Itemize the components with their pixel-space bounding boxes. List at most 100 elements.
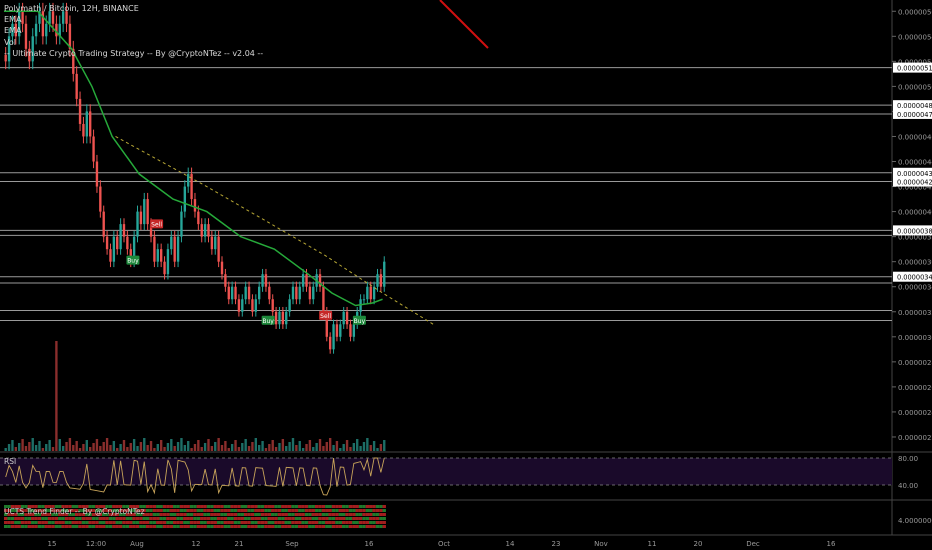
trend-stripe: [68, 525, 72, 528]
trend-stripe: [81, 505, 86, 508]
trend-stripe: [91, 509, 96, 512]
trend-stripe: [335, 509, 339, 512]
trend-stripe: [375, 505, 380, 508]
trend-stripe: [331, 525, 336, 528]
candle-body: [210, 236, 214, 250]
trend-stripe: [98, 509, 103, 512]
volume-bar: [7, 444, 11, 451]
trend-stripe: [27, 509, 32, 512]
trend-stripe: [243, 517, 248, 520]
candle-body: [109, 249, 112, 262]
trend-stripe: [85, 509, 89, 512]
trend-stripe: [129, 513, 133, 516]
trend-stripe: [335, 521, 339, 524]
trend-stripe: [142, 505, 146, 508]
ema-fast-line: [439, 0, 489, 49]
trend-stripe: [152, 521, 157, 524]
trend-stripe: [325, 513, 329, 516]
trend-stripe: [382, 525, 386, 528]
trend-stripe: [108, 521, 113, 524]
trend-stripe: [298, 509, 302, 512]
trend-stripe: [95, 517, 99, 520]
trend-stripe: [274, 513, 278, 516]
trend-stripe: [88, 513, 92, 516]
trend-stripe: [54, 509, 59, 512]
trend-stripe: [47, 521, 52, 524]
trend-stripe: [240, 521, 244, 524]
trend-stripe: [156, 513, 160, 516]
trend-stripe: [348, 517, 353, 520]
candle-body: [55, 23, 58, 37]
volume-bar: [264, 448, 268, 451]
trend-stripe: [81, 521, 86, 524]
candle-body: [214, 236, 217, 250]
volume-bar: [274, 447, 278, 451]
volume-bar: [122, 440, 126, 451]
x-tick-label: 23: [552, 540, 561, 548]
trend-stripe: [369, 521, 373, 524]
trend-stripe: [247, 509, 251, 512]
trend-stripe: [301, 525, 305, 528]
trend-stripe: [98, 525, 103, 528]
trend-stripe: [291, 509, 295, 512]
volume-bar: [193, 444, 197, 451]
candle-body: [65, 11, 68, 24]
trend-stripe: [152, 517, 157, 520]
trend-stripe: [382, 505, 386, 508]
trend-stripe: [348, 505, 353, 508]
x-tick-label: 15: [48, 540, 57, 548]
candle-body: [318, 274, 322, 287]
trend-stripe: [122, 513, 126, 516]
trend-stripe: [301, 513, 305, 516]
trend-stripe: [142, 517, 146, 520]
volume-bar: [102, 442, 105, 451]
trend-stripe: [206, 505, 211, 508]
trend-stripe: [78, 517, 82, 520]
volume-bar: [95, 439, 99, 451]
trend-stripe: [95, 521, 99, 524]
trend-stripe: [355, 505, 359, 508]
trend-stripe: [250, 525, 255, 528]
candle-body: [379, 274, 383, 287]
y-tick-label: 0.00000440: [898, 159, 932, 167]
volume-bar: [55, 341, 58, 451]
trend-stripe: [206, 521, 211, 524]
candle-body: [274, 311, 278, 325]
candle-body: [264, 274, 268, 287]
trend-stripe: [308, 525, 312, 528]
volume-bar: [18, 443, 21, 451]
volume-bar: [244, 439, 247, 451]
volume-bar: [312, 447, 315, 451]
trend-stripe: [166, 505, 170, 508]
trend-stripe: [71, 521, 75, 524]
trend-stripe: [31, 513, 35, 516]
y-tick-label: 0.00000280: [898, 359, 932, 367]
trend-stripe: [342, 521, 346, 524]
volume-bar: [207, 439, 210, 451]
trend-stripe: [355, 513, 359, 516]
trend-stripe: [145, 513, 150, 516]
trend-stripe: [37, 517, 42, 520]
trend-stripe: [328, 517, 332, 520]
trend-stripe: [58, 505, 62, 508]
trend-stripe: [237, 517, 241, 520]
trend-stripe: [162, 521, 167, 524]
trend-stripe: [227, 505, 231, 508]
level-label-box: [893, 108, 932, 119]
trend-stripe: [216, 525, 221, 528]
trend-stripe: [372, 513, 376, 516]
candle-body: [75, 73, 78, 99]
trend-stripe: [142, 521, 146, 524]
trend-stripe: [193, 505, 197, 508]
trend-stripe: [135, 525, 140, 528]
trend-stripe: [159, 517, 163, 520]
trend-stripe: [112, 521, 116, 524]
volume-bar: [170, 439, 173, 451]
trend-stripe: [264, 505, 268, 508]
trend-stripe: [132, 505, 136, 508]
trend-stripe: [203, 521, 207, 524]
volume-bar: [349, 447, 352, 451]
trend-stripe: [264, 509, 268, 512]
trend-stripe: [166, 513, 170, 516]
